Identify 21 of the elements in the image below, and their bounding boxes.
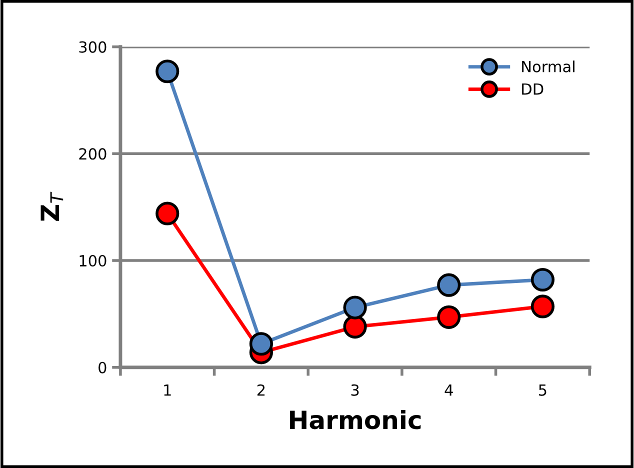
point: [249, 332, 274, 356]
y-tick-label: 300: [79, 41, 106, 53]
point: [437, 305, 461, 329]
point: [437, 273, 461, 297]
legend-label: DD: [522, 83, 544, 95]
y-tick-label: 100: [80, 254, 106, 267]
point: [343, 296, 367, 320]
x-axis-title: Harmonic: [290, 410, 421, 430]
point: [156, 202, 180, 226]
x-tick-label: 1: [164, 384, 171, 396]
point: [156, 60, 180, 84]
y-axis-title: Z$_{T}$: [40, 192, 64, 221]
legend-label: Normal: [522, 60, 574, 72]
x-tick-label: 3: [351, 384, 359, 396]
x-tick-label: 5: [539, 384, 546, 396]
y-tick-label: 0: [98, 362, 106, 374]
point: [530, 294, 555, 318]
y-tick-label: 200: [79, 148, 106, 160]
x-tick-label: 4: [444, 384, 453, 396]
point: [530, 268, 555, 292]
x-tick-label: 2: [257, 384, 265, 396]
